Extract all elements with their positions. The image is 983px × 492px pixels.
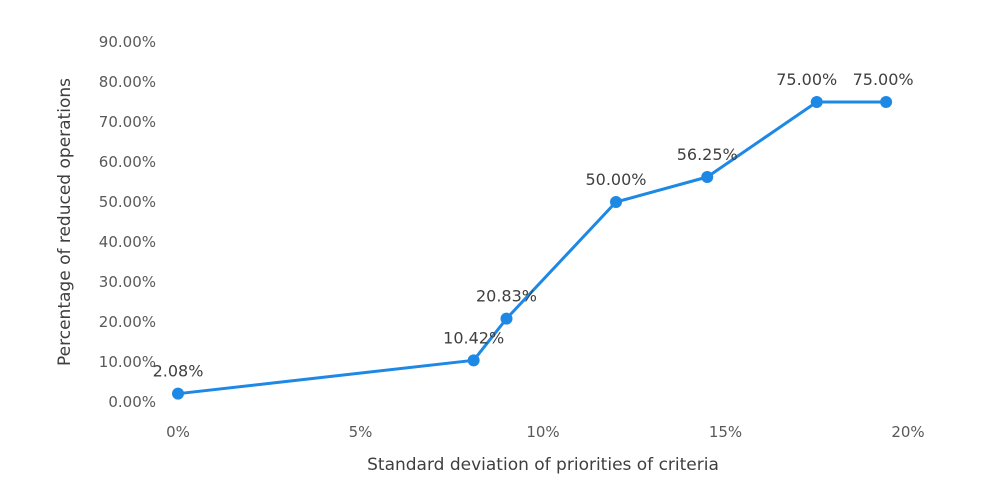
series-line: [177, 100, 887, 396]
data-labels: 2.08% 10.42% 20.83% 50.00% 56.25% 75.00% 75.00…: [153, 70, 914, 381]
data-label: 20.83%: [476, 287, 537, 306]
data-point: [500, 312, 513, 325]
data-point: [880, 96, 893, 108]
y-tick-label: 10.00%: [99, 353, 156, 371]
y-tick-label: 60.00%: [99, 153, 156, 171]
x-axis-title: Standard deviation of priorities of crit…: [367, 455, 719, 475]
y-tick-label: 90.00%: [99, 33, 156, 51]
data-point: [467, 354, 480, 367]
data-point: [701, 171, 714, 183]
y-tick-label: 20.00%: [99, 313, 156, 331]
x-tick-label: 15%: [709, 423, 742, 441]
data-label: 75.00%: [853, 70, 914, 89]
y-tick-label: 50.00%: [99, 193, 156, 211]
y-axis-title: Percentage of reduced operations: [55, 78, 75, 366]
data-label: 10.42%: [443, 328, 504, 347]
data-points: [172, 96, 893, 400]
data-label: 50.00%: [585, 170, 646, 189]
y-tick-label: 40.00%: [99, 233, 156, 251]
y-tick-label: 80.00%: [99, 73, 156, 91]
data-label: 75.00%: [776, 70, 837, 89]
data-point: [172, 387, 184, 400]
y-axis-ticks: 0.00% 10.00% 20.00% 30.00% 40.00% 50.00% 60.00…: [99, 33, 156, 411]
data-point: [810, 96, 823, 108]
y-tick-label: 70.00%: [99, 113, 156, 131]
y-tick-label: 30.00%: [99, 273, 156, 291]
x-tick-label: 10%: [526, 423, 559, 441]
x-tick-label: 20%: [891, 423, 924, 441]
data-point: [610, 196, 622, 208]
data-label: 56.25%: [677, 145, 738, 164]
x-axis-ticks: 0% 5% 10% 15% 20%: [166, 423, 925, 441]
x-tick-label: 0%: [166, 423, 190, 441]
x-tick-label: 5%: [349, 423, 373, 441]
data-label: 2.08%: [153, 362, 204, 381]
y-tick-label: 0.00%: [108, 393, 156, 411]
